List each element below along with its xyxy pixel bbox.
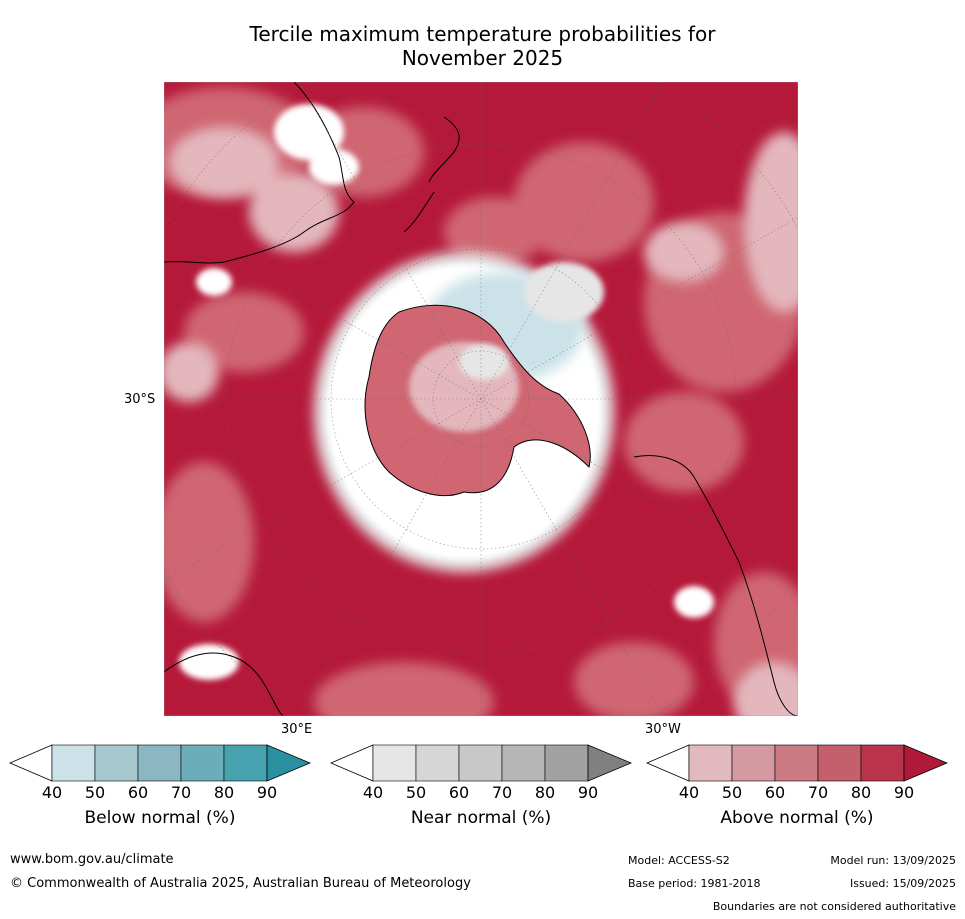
polar-probability-map — [164, 82, 798, 716]
below-tick-label: 90 — [256, 783, 278, 802]
near-tick-label: 50 — [405, 783, 427, 802]
above-tick-label: 70 — [807, 783, 829, 802]
colorbar-near — [330, 744, 632, 784]
antarctica-interior — [364, 304, 591, 496]
legend-label-below: Below normal (%) — [84, 808, 236, 828]
above-light-patches — [164, 127, 798, 716]
colorbar-below — [9, 744, 311, 784]
below-color-bin — [51, 744, 96, 782]
lon-label-30e: 30°E — [281, 722, 313, 737]
below-color-under — [9, 744, 53, 782]
model-run: Model run: 13/09/2025 — [830, 854, 956, 867]
lat-label-30s: 30°S — [124, 392, 156, 407]
above-color-bin — [860, 744, 905, 782]
near-color-over — [587, 744, 632, 782]
above-color-bin — [817, 744, 862, 782]
near-color-bin — [458, 744, 503, 782]
coastlines — [164, 82, 798, 716]
model-name: Model: ACCESS-S2 — [628, 854, 730, 867]
legend-label-above: Above normal (%) — [720, 808, 874, 828]
near-tick-label: 40 — [362, 783, 384, 802]
base-period: Base period: 1981-2018 — [628, 877, 761, 890]
graticule — [164, 82, 798, 716]
below-color-bin — [137, 744, 182, 782]
boundaries-disclaimer: Boundaries are not considered authoritat… — [712, 900, 956, 913]
above-tick-label: 80 — [850, 783, 872, 802]
near-color-bin — [415, 744, 460, 782]
below-color-bin — [94, 744, 139, 782]
above-tick-label: 90 — [893, 783, 915, 802]
near-tick-label: 60 — [448, 783, 470, 802]
below-tick-label: 80 — [213, 783, 235, 802]
below-tick-label: 50 — [84, 783, 106, 802]
below-color-bin — [223, 744, 268, 782]
near-tick-label: 90 — [577, 783, 599, 802]
near-color-bin — [544, 744, 589, 782]
map-title-line1: Tercile maximum temperature probabilitie… — [249, 22, 716, 46]
below-color-bin — [180, 744, 225, 782]
above-color-bin — [774, 744, 819, 782]
above-color-bin — [731, 744, 776, 782]
legend-label-near: Near normal (%) — [410, 808, 552, 828]
website-link[interactable]: www.bom.gov.au/climate — [10, 852, 174, 867]
near-tick-label: 70 — [491, 783, 513, 802]
near-tick-label: 80 — [534, 783, 556, 802]
above-tick-label: 50 — [721, 783, 743, 802]
above-tick-label: 40 — [678, 783, 700, 802]
above-color-under — [646, 744, 690, 782]
map-title-line2: November 2025 — [401, 46, 564, 70]
copyright-text: © Commonwealth of Australia 2025, Austra… — [10, 876, 471, 891]
above-tick-label: 60 — [764, 783, 786, 802]
near-color-under — [330, 744, 374, 782]
map-title: Tercile maximum temperature probabilitie… — [0, 22, 965, 70]
below-tick-label: 70 — [170, 783, 192, 802]
above-color-over — [903, 744, 948, 782]
near-normal-blobs — [179, 104, 714, 680]
near-color-bin — [372, 744, 417, 782]
colorbar-above — [646, 744, 948, 784]
below-tick-label: 40 — [41, 783, 63, 802]
below-tick-label: 60 — [127, 783, 149, 802]
above-color-bin — [688, 744, 733, 782]
below-color-over — [266, 744, 311, 782]
issued-date: Issued: 15/09/2025 — [849, 877, 956, 890]
near-color-bin — [501, 744, 546, 782]
lon-label-30w: 30°W — [645, 722, 681, 737]
